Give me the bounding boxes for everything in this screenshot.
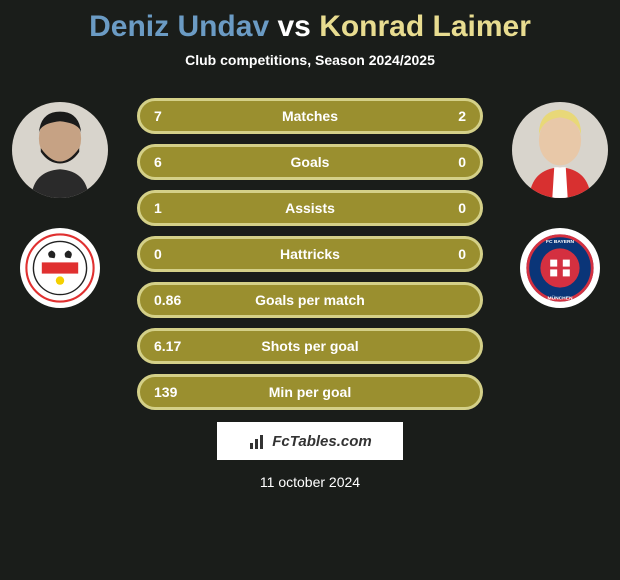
stat-left-value: 0.86 bbox=[154, 292, 214, 308]
stat-left-value: 6.17 bbox=[154, 338, 214, 354]
player-1-name: Deniz Undav bbox=[89, 10, 269, 43]
player-2-name: Konrad Laimer bbox=[319, 10, 531, 43]
stat-right-value: 0 bbox=[406, 200, 466, 216]
stat-left-value: 6 bbox=[154, 154, 214, 170]
vs-text: vs bbox=[277, 10, 310, 43]
stat-label: Min per goal bbox=[214, 384, 406, 400]
player-1-club-logo bbox=[20, 228, 100, 308]
svg-text:FC BAYERN: FC BAYERN bbox=[546, 239, 575, 245]
player-2-column: FC BAYERN MÜNCHEN bbox=[510, 102, 610, 308]
stat-left-value: 1 bbox=[154, 200, 214, 216]
season-subtitle: Club competitions, Season 2024/2025 bbox=[0, 52, 620, 68]
player-1-avatar bbox=[12, 102, 108, 198]
stat-row-hattricks: 0 Hattricks 0 bbox=[137, 236, 483, 272]
player-2-avatar bbox=[512, 102, 608, 198]
comparison-content: FC BAYERN MÜNCHEN 7 Matches 2 6 Goals 0 … bbox=[0, 98, 620, 410]
stat-label: Matches bbox=[214, 108, 406, 124]
stat-label: Hattricks bbox=[214, 246, 406, 262]
stat-row-shots-per-goal: 6.17 Shots per goal bbox=[137, 328, 483, 364]
stat-row-goals: 6 Goals 0 bbox=[137, 144, 483, 180]
stat-row-min-per-goal: 139 Min per goal bbox=[137, 374, 483, 410]
stat-row-assists: 1 Assists 0 bbox=[137, 190, 483, 226]
stat-label: Assists bbox=[214, 200, 406, 216]
stat-row-goals-per-match: 0.86 Goals per match bbox=[137, 282, 483, 318]
player-1-column bbox=[10, 102, 110, 308]
stat-label: Goals per match bbox=[214, 292, 406, 308]
stat-left-value: 0 bbox=[154, 246, 214, 262]
stat-left-value: 139 bbox=[154, 384, 214, 400]
stat-label: Goals bbox=[214, 154, 406, 170]
footer-date: 11 october 2024 bbox=[0, 474, 620, 490]
stats-list: 7 Matches 2 6 Goals 0 1 Assists 0 0 Hatt… bbox=[137, 98, 483, 410]
stat-row-matches: 7 Matches 2 bbox=[137, 98, 483, 134]
player-2-club-logo: FC BAYERN MÜNCHEN bbox=[520, 228, 600, 308]
stat-right-value: 2 bbox=[406, 108, 466, 124]
brand-text: FcTables.com bbox=[272, 433, 371, 450]
stat-right-value: 0 bbox=[406, 246, 466, 262]
stat-label: Shots per goal bbox=[214, 338, 406, 354]
comparison-title: Deniz Undav vs Konrad Laimer bbox=[0, 0, 620, 44]
stat-right-value: 0 bbox=[406, 154, 466, 170]
stat-left-value: 7 bbox=[154, 108, 214, 124]
brand-logo: FcTables.com bbox=[217, 422, 403, 460]
